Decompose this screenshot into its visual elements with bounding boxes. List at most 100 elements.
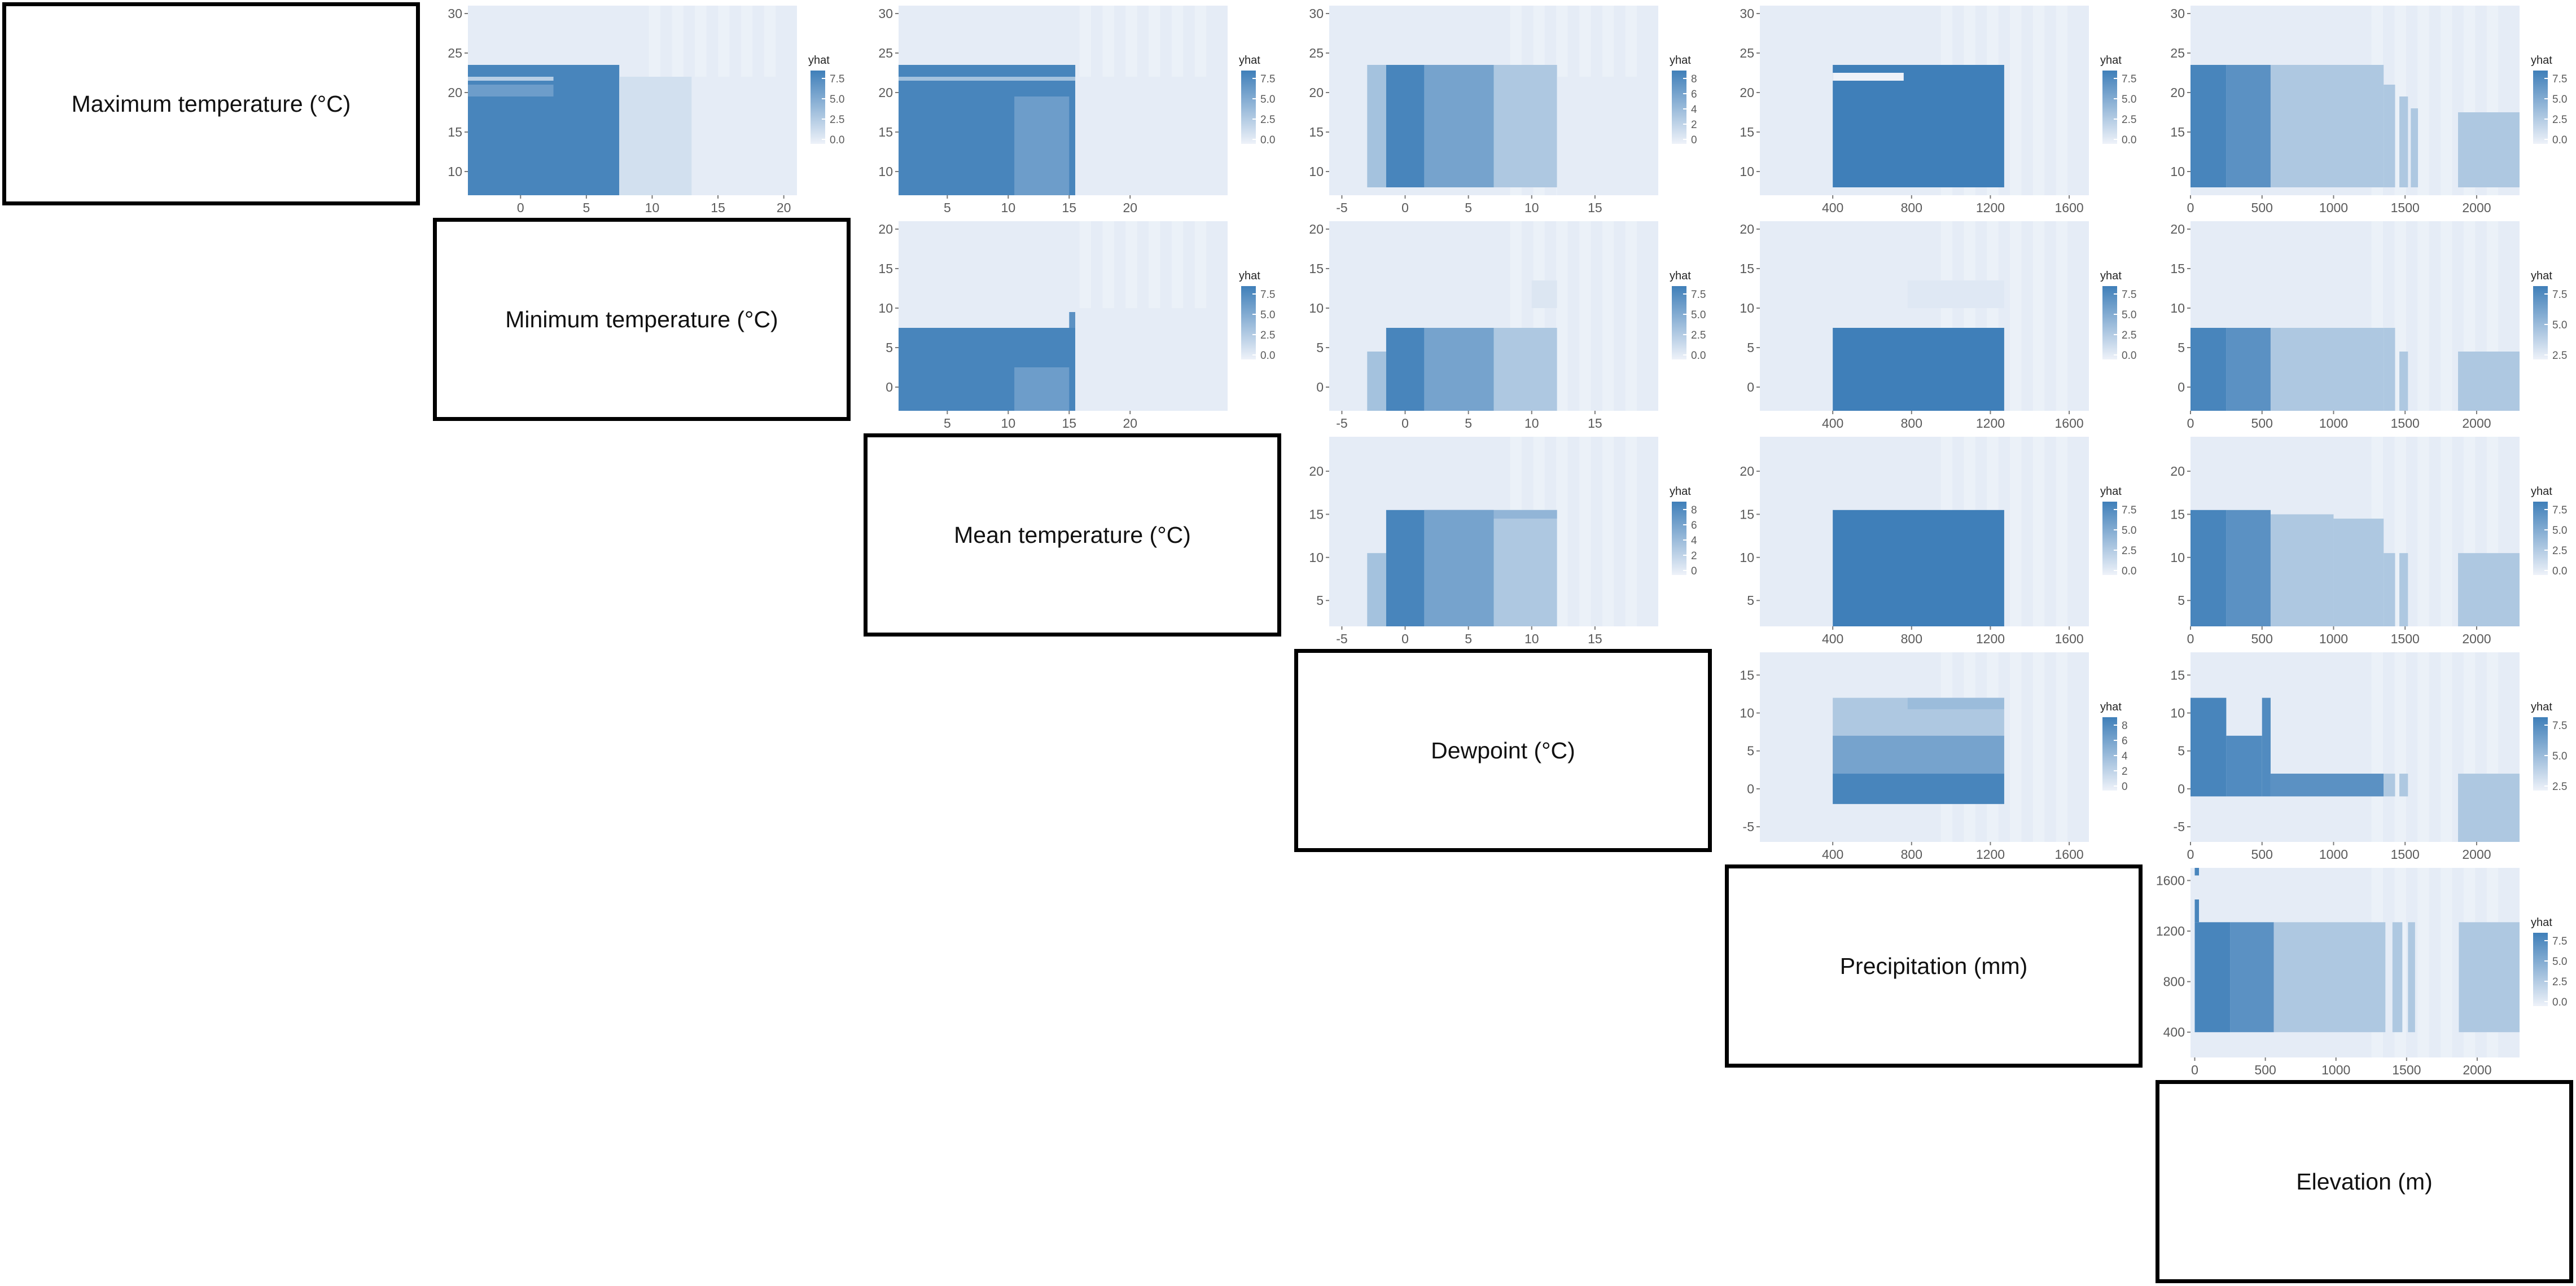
legend-tick-label: 2.5 <box>1260 114 1275 126</box>
x-tick-label: 10 <box>1001 416 1016 431</box>
variable-label: Dewpoint (°C) <box>1431 737 1575 763</box>
legend-title: yhat <box>2100 270 2122 282</box>
heatmap-band <box>2417 221 2429 411</box>
y-tick-label: 800 <box>2163 975 2185 989</box>
y-tick-label: 20 <box>1740 222 1754 236</box>
variable-label-box: Maximum temperature (°C) <box>2 2 420 205</box>
y-tick-label: 400 <box>2163 1025 2185 1039</box>
legend-title: yhat <box>1670 270 1691 282</box>
heatmap-cell <box>1014 367 1070 411</box>
y-tick-label: 30 <box>878 6 893 21</box>
y-tick-label: 15 <box>1309 507 1324 521</box>
legend-tick-label: 7.5 <box>2552 73 2567 85</box>
x-tick-label: 10 <box>1001 200 1016 215</box>
legend-tick-label: 2.5 <box>2122 545 2136 557</box>
x-tick-label: 0 <box>1401 631 1409 646</box>
heatmap-cell <box>2191 510 2227 626</box>
legend-tick-label: 7.5 <box>2552 936 2567 947</box>
y-tick-label: 0 <box>1747 380 1754 394</box>
y-tick-label: 15 <box>448 125 462 139</box>
heatmap-cell <box>2384 553 2395 626</box>
legend-title: yhat <box>1239 270 1260 282</box>
variable-label: Mean temperature (°C) <box>954 521 1191 548</box>
legend-colorbar <box>2102 502 2117 575</box>
x-tick-label: -5 <box>1336 631 1347 646</box>
heatmap-band <box>2032 652 2045 842</box>
legend-tick-label: 2.5 <box>2552 976 2567 988</box>
x-tick-label: 2000 <box>2462 416 2491 431</box>
heatmap-band <box>2032 221 2045 411</box>
legend-title: yhat <box>2531 701 2552 713</box>
legend-tick-label: 0.0 <box>2122 565 2136 577</box>
legend-tick-label: 5.0 <box>2552 94 2567 106</box>
heatmap-band <box>2441 6 2452 195</box>
x-tick-label: 15 <box>1588 200 1602 215</box>
y-tick-label: 20 <box>878 85 893 100</box>
x-tick-label: 400 <box>1822 200 1843 215</box>
heatmap-panel: 5 10 15 20 10 15 20 25 30 yhat 7.5 5.0 2.5 0.0 <box>864 2 1293 215</box>
x-tick-label: 5 <box>944 416 951 431</box>
heatmap-panel: -5 0 5 10 15 10 15 20 25 30 yhat 8 6 4 2 0 <box>1294 2 1723 215</box>
heatmap-cell <box>1907 697 2004 709</box>
y-tick-label: 30 <box>1309 6 1324 21</box>
x-tick-label: 1600 <box>2055 416 2084 431</box>
y-tick-label: 15 <box>1740 507 1754 521</box>
legend-tick-label: 0.0 <box>2122 350 2136 362</box>
heatmap-band <box>1579 221 1591 411</box>
legend-tick-label: 2.5 <box>2552 350 2567 362</box>
legend-colorbar <box>2102 717 2117 791</box>
legend-tick-label: 7.5 <box>1691 289 1706 301</box>
x-tick-label: 2000 <box>2462 847 2491 862</box>
x-tick-label: 800 <box>1901 631 1922 646</box>
heatmap-band <box>2441 652 2452 842</box>
legend-tick-label: 2.5 <box>2122 330 2136 341</box>
legend-tick-label: 0.0 <box>1260 134 1275 146</box>
heatmap-band <box>1556 437 1568 626</box>
y-tick-label: 5 <box>1747 593 1754 608</box>
legend-tick-label: 2 <box>1691 119 1697 131</box>
heatmap-band <box>2417 868 2429 1057</box>
heatmap-cell <box>1075 77 1228 195</box>
legend-tick-label: 7.5 <box>2122 73 2136 85</box>
legend-colorbar <box>811 71 825 144</box>
x-tick-label: 2000 <box>2462 631 2491 646</box>
y-tick-label: 10 <box>1309 164 1324 179</box>
heatmap-cell <box>2230 922 2274 1033</box>
x-tick-label: 15 <box>711 200 725 215</box>
heatmap-cell <box>2270 328 2384 411</box>
heatmap-panel: 400 800 1200 1600 5 10 15 20 yhat 7.5 5.0 2.5 0.0 <box>1725 433 2154 646</box>
heatmap-cell <box>2333 519 2384 626</box>
legend-tick-label: 0.0 <box>2122 134 2136 146</box>
y-tick-label: 30 <box>448 6 462 21</box>
x-tick-label: 5 <box>1465 200 1472 215</box>
y-tick-label: 10 <box>448 164 462 179</box>
y-tick-label: 25 <box>2170 46 2185 60</box>
x-tick-label: 800 <box>1901 200 1922 215</box>
y-tick-label: 10 <box>2170 164 2185 179</box>
legend-tick-label: 0.0 <box>830 134 844 146</box>
heatmap-cell <box>2226 328 2271 411</box>
y-tick-label: 20 <box>1740 464 1754 479</box>
heatmap-cell <box>2458 553 2520 626</box>
heatmap-cell <box>1833 73 1904 81</box>
x-tick-label: 0 <box>2187 416 2194 431</box>
x-tick-label: 20 <box>777 200 791 215</box>
x-tick-label: 15 <box>1062 200 1076 215</box>
heatmap-band <box>2056 652 2068 842</box>
y-tick-label: 10 <box>2170 706 2185 721</box>
heatmap-band <box>2441 221 2452 411</box>
x-tick-label: 0 <box>1401 416 1409 431</box>
x-tick-label: 0 <box>2187 631 2194 646</box>
heatmap-cell <box>2392 922 2403 1033</box>
heatmap-band <box>2441 437 2452 626</box>
legend-tick-label: 7.5 <box>2552 289 2567 301</box>
y-tick-label: 15 <box>878 261 893 276</box>
y-tick-label: 25 <box>878 46 893 60</box>
heatmap-band <box>2056 6 2068 195</box>
heatmap-cell <box>2459 922 2520 1033</box>
